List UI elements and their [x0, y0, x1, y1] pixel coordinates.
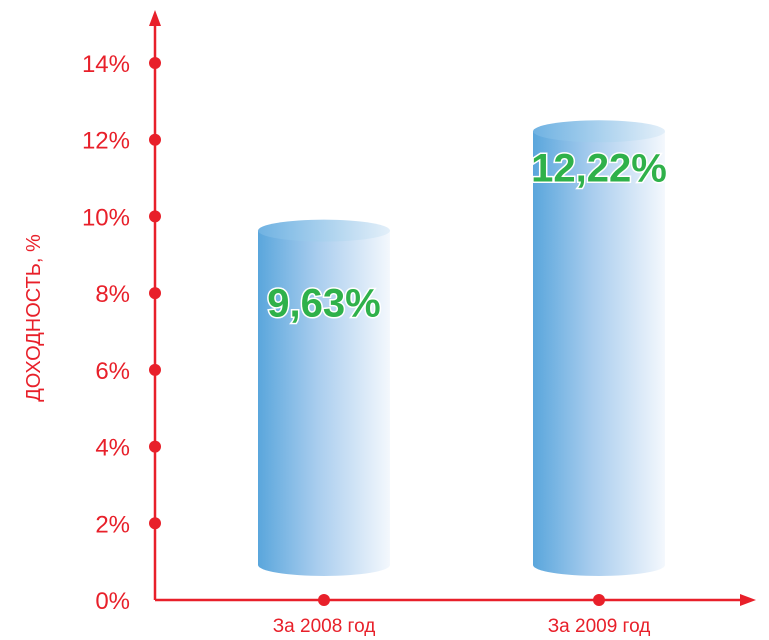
y-tick-dot: [149, 57, 161, 69]
y-axis-title: ДОХОДНОСТЬ, %: [23, 234, 45, 402]
bar-top: [533, 120, 665, 143]
y-tick-dot: [149, 363, 161, 376]
y-tick-label: 6%: [95, 358, 130, 385]
y-tick-label: 2%: [95, 511, 130, 538]
x-axis-arrow: [740, 594, 756, 606]
y-axis-arrow: [149, 10, 161, 26]
y-tick-label: 4%: [95, 435, 130, 462]
y-tick-label: 12%: [82, 128, 130, 155]
bar: [533, 120, 665, 577]
x-tick-label: За 2009 год: [548, 616, 651, 637]
y-tick-dot: [149, 210, 161, 223]
data-label: 12,22%: [531, 146, 667, 190]
bar-body: [533, 131, 665, 577]
x-ticks: За 2008 год За 2009 год: [273, 594, 651, 637]
y-tick-label: 8%: [95, 281, 130, 308]
axes: [149, 10, 756, 606]
y-tick-dot: [149, 517, 161, 530]
bars-layer: [258, 120, 665, 577]
y-tick-dot: [149, 287, 161, 300]
x-tick-dot: [318, 594, 330, 606]
y-tick-label: 0%: [95, 588, 130, 615]
y-tick-label: 14%: [82, 51, 130, 78]
data-labels: 9,63% 12,22%: [266, 145, 669, 327]
data-label: 9,63%: [267, 282, 380, 326]
bar-body: [258, 230, 390, 576]
y-ticks: 0% 2% 4% 6% 8% 10% 12% 14%: [82, 51, 161, 615]
bar-top: [258, 219, 390, 242]
y-tick-dot: [149, 440, 161, 453]
x-tick-dot: [593, 594, 605, 606]
bar: [258, 219, 390, 576]
y-tick-label: 10%: [82, 204, 130, 231]
y-tick-dot: [149, 133, 161, 146]
x-tick-label: За 2008 год: [273, 616, 376, 637]
